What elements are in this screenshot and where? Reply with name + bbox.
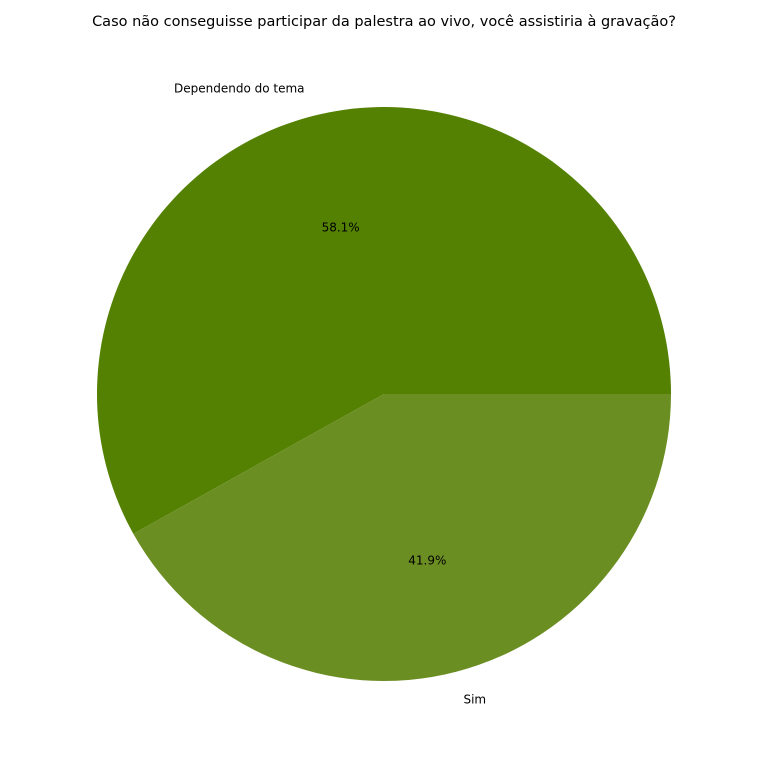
pie-slice-1 [133,394,672,681]
pie-slice-0 [96,107,671,534]
pie-labels: Dependendo do tema 58.1% Sim 41.9% [174,81,486,706]
slice-label-0: Dependendo do tema [174,81,305,95]
slice-percent-1: 41.9% [408,554,446,568]
slice-percent-0: 58.1% [322,220,360,234]
pie-slices [96,107,672,681]
chart-title: Caso não conseguisse participar da pales… [92,14,676,30]
slice-label-1: Sim [463,693,486,707]
